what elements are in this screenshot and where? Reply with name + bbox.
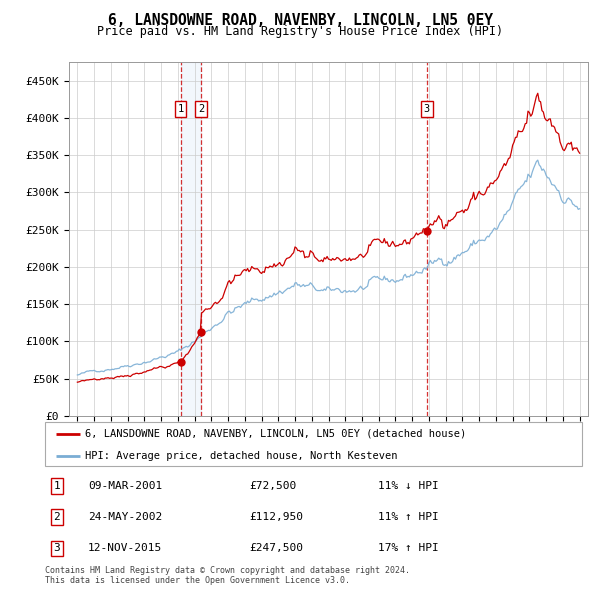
Text: 11% ↓ HPI: 11% ↓ HPI bbox=[378, 481, 439, 491]
Text: £72,500: £72,500 bbox=[249, 481, 296, 491]
Text: 09-MAR-2001: 09-MAR-2001 bbox=[88, 481, 162, 491]
Text: £247,500: £247,500 bbox=[249, 543, 303, 553]
Text: 17% ↑ HPI: 17% ↑ HPI bbox=[378, 543, 439, 553]
Text: 6, LANSDOWNE ROAD, NAVENBY, LINCOLN, LN5 0EY: 6, LANSDOWNE ROAD, NAVENBY, LINCOLN, LN5… bbox=[107, 13, 493, 28]
Text: 3: 3 bbox=[53, 543, 60, 553]
Text: 24-MAY-2002: 24-MAY-2002 bbox=[88, 512, 162, 522]
Text: 1: 1 bbox=[53, 481, 60, 491]
Text: 6, LANSDOWNE ROAD, NAVENBY, LINCOLN, LN5 0EY (detached house): 6, LANSDOWNE ROAD, NAVENBY, LINCOLN, LN5… bbox=[85, 429, 467, 439]
Text: Contains HM Land Registry data © Crown copyright and database right 2024.: Contains HM Land Registry data © Crown c… bbox=[45, 566, 410, 575]
Text: HPI: Average price, detached house, North Kesteven: HPI: Average price, detached house, Nort… bbox=[85, 451, 398, 461]
Text: 2: 2 bbox=[53, 512, 60, 522]
Text: 11% ↑ HPI: 11% ↑ HPI bbox=[378, 512, 439, 522]
Bar bbox=[181, 62, 201, 416]
Text: 12-NOV-2015: 12-NOV-2015 bbox=[88, 543, 162, 553]
Text: Price paid vs. HM Land Registry's House Price Index (HPI): Price paid vs. HM Land Registry's House … bbox=[97, 25, 503, 38]
Text: This data is licensed under the Open Government Licence v3.0.: This data is licensed under the Open Gov… bbox=[45, 576, 350, 585]
Text: 2: 2 bbox=[198, 104, 204, 114]
Text: £112,950: £112,950 bbox=[249, 512, 303, 522]
Text: 3: 3 bbox=[424, 104, 430, 114]
Text: 1: 1 bbox=[178, 104, 184, 114]
